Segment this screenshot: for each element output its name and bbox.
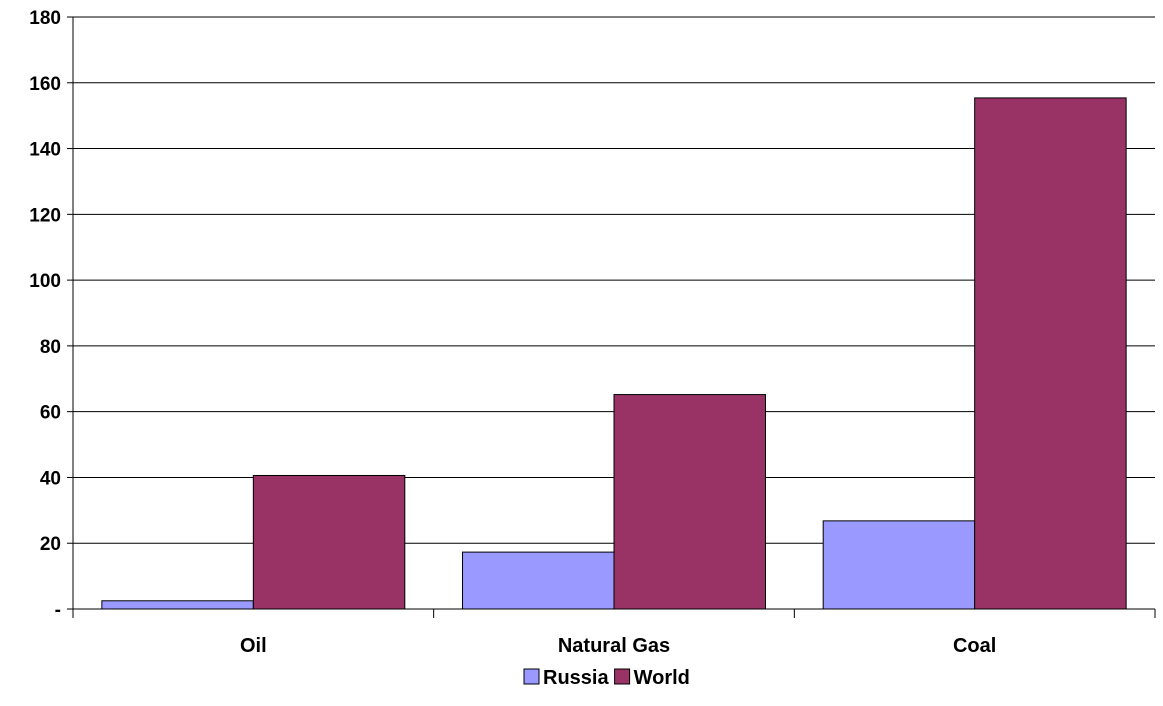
y-tick-label: 40 [40,468,61,489]
bar-russia-natural-gas [462,551,615,610]
legend-label: Russia [543,667,609,689]
legend: Russia World [523,667,690,689]
legend-swatch [523,668,540,685]
y-tick-label: 80 [40,337,61,358]
legend-swatch [614,668,631,685]
bar-world-natural-gas [613,394,766,610]
y-tick-label: 140 [29,140,61,161]
y-tick-label: 60 [40,403,61,424]
legend-label: World [634,667,690,689]
y-tick-label: 160 [29,74,61,95]
y-tick-label: 20 [40,534,61,555]
x-axis-category-labels: Oil Natural Gas Coal [240,635,996,657]
bar-russia-oil [101,600,254,610]
y-tick-label: 180 [29,8,61,29]
y-tick-label: 120 [29,205,61,226]
bars [101,97,1127,610]
y-tick-label: - [55,600,61,621]
bar-world-oil [252,474,406,610]
x-category-label: Natural Gas [558,635,670,657]
bar-world-coal [974,97,1127,610]
y-tick-label: 100 [29,271,61,292]
bar-russia-coal [822,520,976,610]
x-category-label: Coal [953,635,996,657]
x-category-label: Oil [240,635,267,657]
y-axis-tick-labels: - 20 40 60 80 100 120 140 160 180 [29,8,61,621]
axes [67,16,1156,618]
